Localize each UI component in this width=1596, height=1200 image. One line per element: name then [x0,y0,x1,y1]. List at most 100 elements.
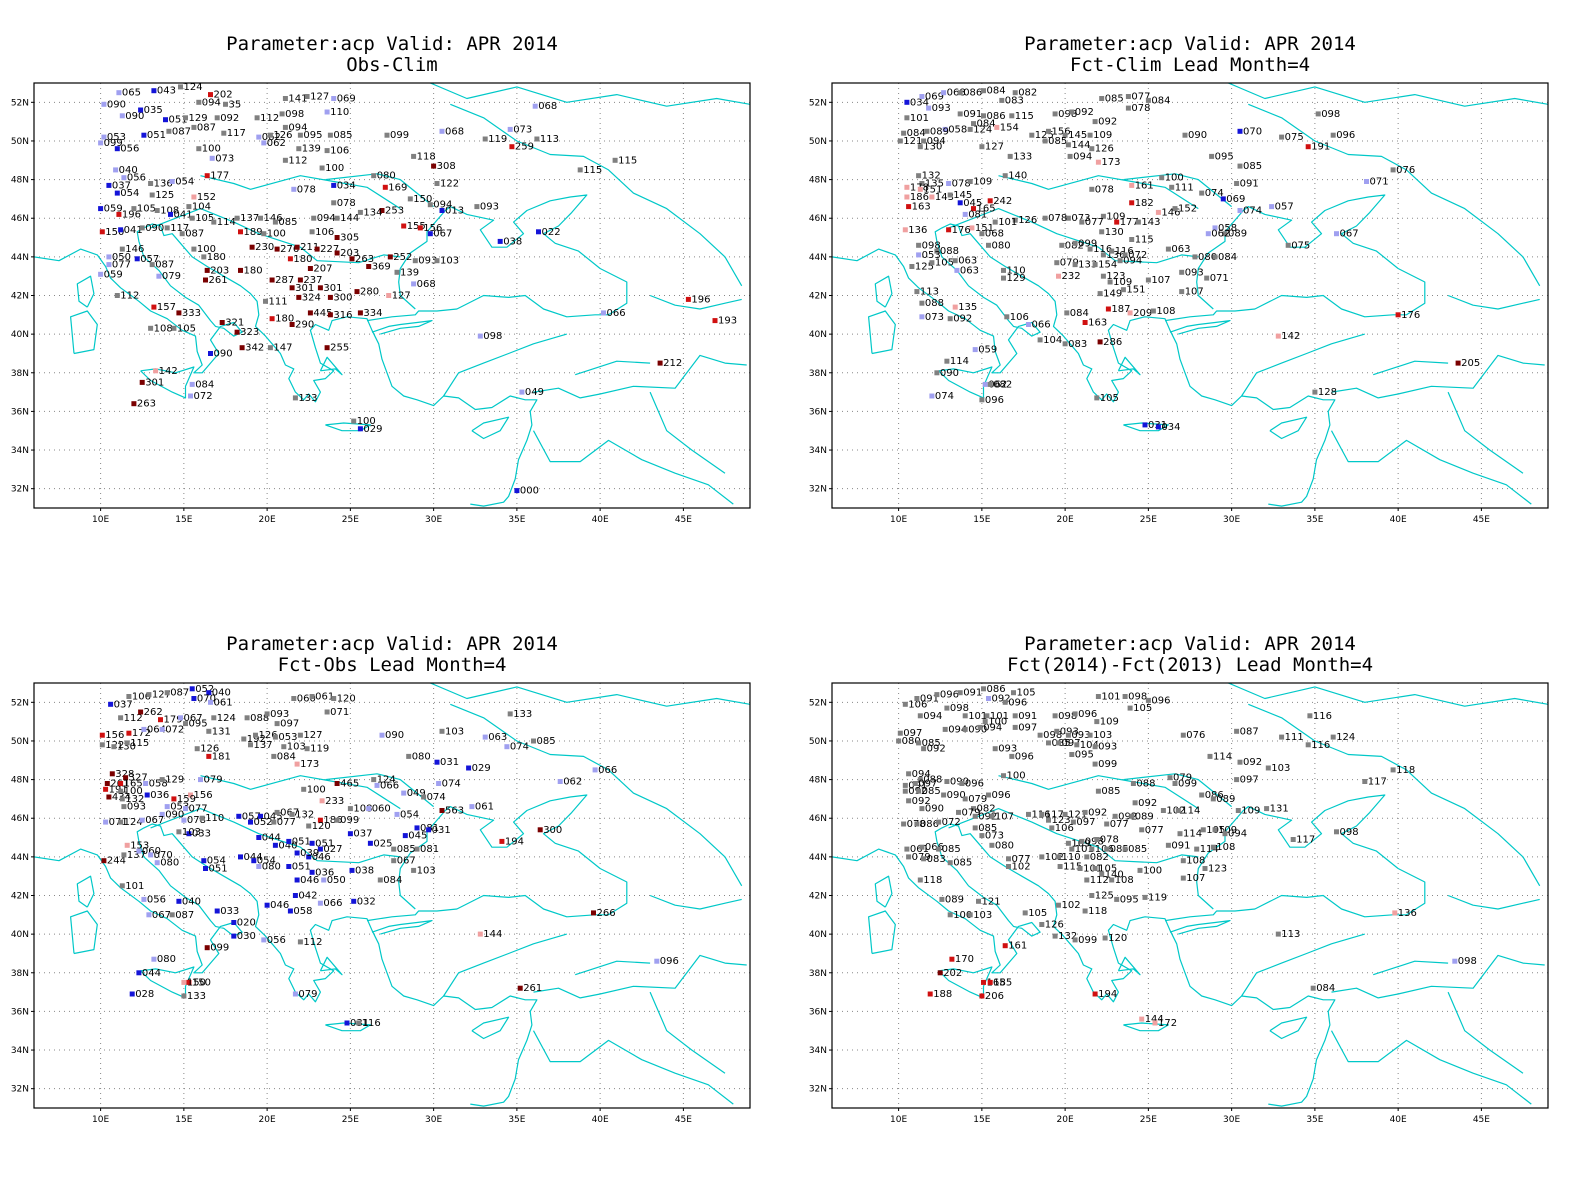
station-marker [149,192,155,198]
station-marker [1222,831,1228,837]
station-marker [1222,231,1228,237]
station-marker [101,134,107,140]
y-tick-label: 46N [809,814,827,824]
station-value-label: 091 [920,694,939,705]
station-marker [164,804,170,810]
y-tick-label: 50N [11,137,29,147]
station-value-label: 037 [114,699,133,710]
station-value-label: 124 [973,124,992,135]
station-marker [537,827,543,833]
station-marker [344,1020,350,1026]
coastline [840,683,843,684]
station-marker [1089,893,1095,898]
station-marker [957,200,963,206]
station-value-label: 095 [1215,151,1234,162]
station-value-label: 088 [1136,779,1155,790]
station-marker [208,351,213,356]
station-value-label: 125 [915,262,934,273]
station-marker [434,759,440,765]
station-marker [109,771,115,777]
station-marker [258,215,263,221]
station-value-label: 037 [112,180,131,191]
station-value-label: 091 [1018,711,1037,722]
station-marker [979,833,985,839]
station-marker [1037,732,1043,738]
station-value-label: 076 [1186,730,1205,741]
station-value-label: 057 [242,811,261,822]
station-marker [186,831,192,837]
station-marker [272,219,278,225]
station-marker [297,732,303,738]
station-value-label: 196 [691,294,710,305]
station-marker [241,736,247,742]
station-value-label: 088 [940,246,959,257]
station-value-label: 050 [112,252,131,263]
station-value-label: 180 [207,252,226,263]
station-marker [916,173,922,179]
station-value-label: 101 [990,711,1009,722]
station-marker [138,107,144,113]
station-marker [1307,713,1313,719]
station-value-label: 027 [323,844,342,855]
x-tick-label: 15E [175,515,192,525]
station-marker [934,248,940,254]
station-value-label: 103 [973,910,992,921]
coastline [1123,773,1232,808]
station-value-label: 252 [393,252,412,263]
station-value-label: 092 [1243,757,1262,768]
station-value-label: 118 [923,875,942,886]
station-value-label: 071 [1370,177,1389,188]
station-marker [1012,724,1018,730]
station-marker [306,854,312,860]
station-marker [294,761,300,767]
station-marker [439,208,445,213]
station-marker [1117,258,1123,264]
coastline [70,910,98,955]
station-value-label: 151 [923,184,942,195]
station-value-label: 066 [925,842,944,853]
station-marker [119,883,125,889]
station-value-label: 131 [212,726,231,737]
station-marker [947,912,953,918]
station-value-label: 132 [125,794,144,805]
station-value-label: 056 [147,894,166,905]
station-marker [469,804,475,810]
station-value-label: 053 [107,132,126,143]
station-marker [1092,262,1098,268]
y-tick-label: 52N [11,98,29,108]
station-value-label: 045 [963,198,982,209]
station-value-label: 110 [205,813,224,824]
coastline [874,275,893,308]
station-marker [902,788,908,794]
station-marker [897,730,903,736]
station-marker [962,713,968,719]
station-value-label: 105 [137,204,156,215]
station-value-label: 098 [1321,109,1340,120]
station-marker [1002,699,1008,705]
station-value-label: 090 [125,111,144,122]
station-value-label: 092 [1098,117,1117,128]
x-tick-label: 45E [1473,1115,1490,1125]
station-value-label: 108 [1115,875,1134,886]
station-value-label: 054 [207,856,226,867]
station-marker [1057,864,1063,869]
station-value-label: 089 [1228,229,1247,240]
station-marker [1264,806,1270,812]
station-marker [151,88,157,94]
station-marker [401,223,407,229]
station-value-label: 066 [323,898,342,909]
station-marker [1011,690,1016,696]
station-value-label: 077 [277,817,296,828]
station-value-label: 263 [137,399,156,410]
station-value-label: 033 [220,906,239,917]
coastline [450,103,743,287]
station-marker [282,96,288,101]
coastline [471,1016,510,1040]
station-marker [357,426,363,432]
station-value-label: 080 [160,858,179,869]
station-marker [897,138,903,144]
station-marker [514,488,520,494]
station-value-label: 074 [427,792,446,803]
station-marker [1279,134,1285,140]
